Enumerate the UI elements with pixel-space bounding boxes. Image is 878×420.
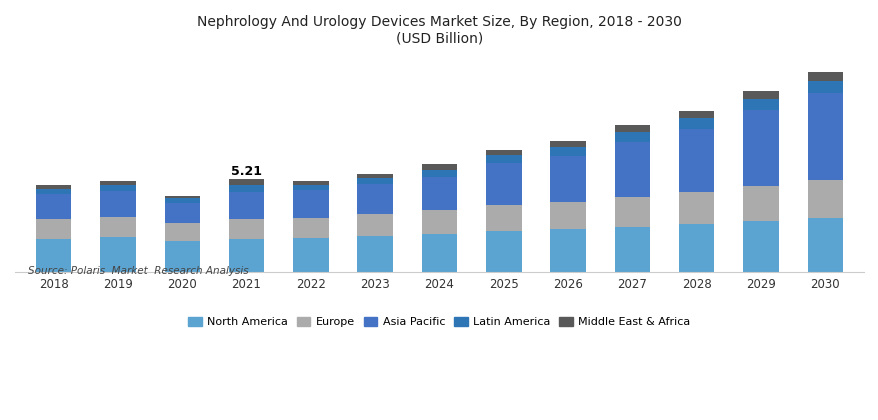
Bar — [421, 164, 457, 170]
Bar — [614, 197, 650, 227]
Bar — [36, 219, 71, 239]
Bar — [164, 223, 199, 241]
Bar — [228, 192, 264, 219]
Bar — [100, 237, 135, 272]
Bar — [100, 185, 135, 191]
Bar — [486, 155, 521, 163]
Bar — [228, 179, 264, 185]
Bar — [164, 198, 199, 203]
Bar — [421, 170, 457, 177]
Bar — [614, 142, 650, 197]
Bar — [679, 111, 714, 118]
Bar — [293, 185, 328, 190]
Bar — [228, 239, 264, 272]
Bar — [421, 177, 457, 210]
Bar — [679, 129, 714, 192]
Text: 5.21: 5.21 — [231, 165, 262, 178]
Bar — [679, 192, 714, 224]
Bar — [36, 189, 71, 194]
Bar — [614, 227, 650, 272]
Bar — [164, 196, 199, 198]
Bar — [228, 185, 264, 192]
Bar — [36, 239, 71, 272]
Bar — [743, 186, 778, 221]
Bar — [679, 118, 714, 129]
Bar — [486, 150, 521, 155]
Bar — [293, 181, 328, 185]
Bar — [807, 93, 842, 180]
Bar — [550, 147, 585, 156]
Legend: North America, Europe, Asia Pacific, Latin America, Middle East & Africa: North America, Europe, Asia Pacific, Lat… — [184, 312, 694, 331]
Bar — [421, 234, 457, 272]
Bar — [807, 218, 842, 272]
Bar — [743, 221, 778, 272]
Bar — [743, 91, 778, 99]
Bar — [357, 236, 392, 272]
Bar — [807, 81, 842, 93]
Bar — [100, 191, 135, 217]
Bar — [357, 214, 392, 236]
Bar — [743, 110, 778, 186]
Bar — [293, 218, 328, 238]
Bar — [100, 217, 135, 237]
Bar — [164, 241, 199, 272]
Bar — [486, 163, 521, 205]
Bar — [486, 231, 521, 272]
Bar — [614, 125, 650, 132]
Bar — [550, 156, 585, 202]
Text: Source: Polaris  Market  Research Analysis: Source: Polaris Market Research Analysis — [28, 266, 248, 276]
Bar — [807, 72, 842, 81]
Bar — [421, 210, 457, 234]
Bar — [357, 173, 392, 178]
Bar — [614, 132, 650, 142]
Bar — [228, 219, 264, 239]
Bar — [164, 203, 199, 223]
Title: Nephrology And Urology Devices Market Size, By Region, 2018 - 2030
(USD Billion): Nephrology And Urology Devices Market Si… — [197, 15, 681, 45]
Bar — [357, 184, 392, 214]
Bar — [679, 224, 714, 272]
Bar — [100, 181, 135, 185]
Bar — [36, 185, 71, 189]
Bar — [550, 142, 585, 147]
Bar — [743, 99, 778, 110]
Bar — [293, 238, 328, 272]
Bar — [550, 229, 585, 272]
Bar — [357, 178, 392, 184]
Bar — [36, 194, 71, 219]
Bar — [807, 180, 842, 218]
Bar — [486, 205, 521, 231]
Bar — [550, 202, 585, 229]
Bar — [293, 190, 328, 218]
